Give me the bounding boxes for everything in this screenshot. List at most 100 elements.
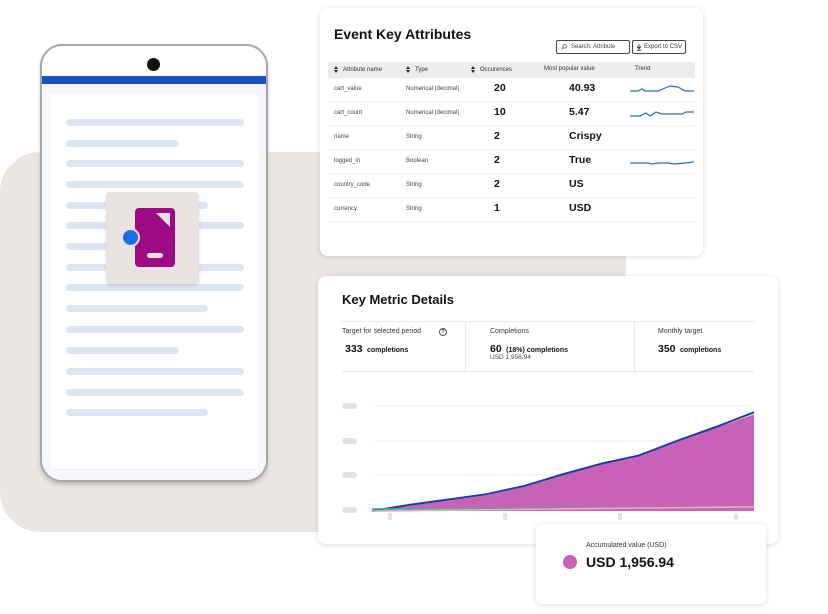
attribute-name: logged_in xyxy=(334,158,361,164)
column-header-attribute-name[interactable]: Attribute name xyxy=(334,66,382,73)
x-tick-placeholder xyxy=(388,513,392,520)
kpi-subvalue: USD 1,956.94 xyxy=(490,354,531,361)
trend-sparkline xyxy=(630,85,694,92)
skeleton-line xyxy=(66,305,208,312)
export-label: Export to CSV xyxy=(643,44,682,50)
skeleton-line xyxy=(66,409,208,416)
accumulated-value-chart xyxy=(342,403,755,520)
occurrence-count: 2 xyxy=(494,130,500,142)
y-tick-label-placeholder xyxy=(342,507,357,513)
skeleton-line xyxy=(66,347,179,354)
kpi-label: Monthly target xyxy=(658,328,703,335)
skeleton-line xyxy=(66,326,244,333)
mobile-device-icon xyxy=(135,208,175,267)
column-label: Attribute name xyxy=(343,66,383,73)
occurrence-count: 20 xyxy=(494,82,506,94)
sort-icon xyxy=(334,66,339,73)
kpi-strip: Target for selected period ? 333 complet… xyxy=(342,321,754,373)
y-tick-label-placeholder xyxy=(342,438,357,444)
kpi-monthly-target: Monthly target 350 completions xyxy=(634,322,754,373)
table-row[interactable]: cart_value Numerical (decimal) 20 40.93 xyxy=(328,78,695,102)
column-label: Most popular value xyxy=(544,66,595,72)
most-popular-value: 5.47 xyxy=(569,106,590,118)
skeleton-line xyxy=(66,368,244,375)
most-popular-value: USD xyxy=(569,202,592,214)
card-title: Event Key Attributes xyxy=(334,26,472,42)
key-metric-details-card: Key Metric Details Target for selected p… xyxy=(318,276,778,544)
most-popular-value: US xyxy=(569,178,584,190)
search-input[interactable]: Search: Attribute xyxy=(556,40,630,54)
most-popular-value: True xyxy=(569,154,592,166)
line-series xyxy=(371,506,755,512)
kpi-number: 350 xyxy=(658,343,676,355)
kpi-target-selected-period: Target for selected period ? 333 complet… xyxy=(342,322,465,373)
column-header-type[interactable]: Type xyxy=(406,66,428,73)
table-row[interactable]: country_code String 2 US xyxy=(328,174,695,198)
attribute-name: name xyxy=(334,134,350,140)
column-label: Occurences xyxy=(480,66,513,73)
table-row[interactable]: logged_in Boolean 2 True xyxy=(328,150,695,174)
column-header-most-popular-value: Most popular value xyxy=(544,66,595,72)
trend-sparkline xyxy=(630,111,694,117)
sort-icon xyxy=(471,66,476,73)
skeleton-line xyxy=(66,389,244,396)
occurrence-count: 2 xyxy=(494,154,500,166)
y-tick-label-placeholder xyxy=(342,403,357,409)
event-key-attributes-card: Event Key Attributes Search: Attribute E… xyxy=(320,8,703,256)
attribute-type: Boolean xyxy=(406,158,429,164)
kpi-value: 60 (18%) completions xyxy=(490,339,568,357)
occurrence-count: 1 xyxy=(494,202,500,214)
tooltip-value: USD 1,956.94 xyxy=(586,554,674,570)
mobile-app-tile xyxy=(106,192,199,284)
export-csv-button[interactable]: Export to CSV xyxy=(632,40,686,54)
kpi-label: Target for selected period xyxy=(342,328,421,335)
kpi-number: 333 xyxy=(345,343,363,355)
kpi-unit: completions xyxy=(366,347,409,354)
kpi-unit: completions xyxy=(679,347,722,354)
status-dot-icon xyxy=(121,228,140,247)
attribute-type: String xyxy=(406,134,422,140)
table-header: Attribute name Type Occurences Most popu… xyxy=(328,62,695,78)
area-series xyxy=(372,414,754,511)
download-icon xyxy=(636,43,642,51)
skeleton-line xyxy=(66,140,179,147)
tooltip-label: Accumulated value (USD) xyxy=(586,542,667,549)
table-row[interactable]: name String 2 Crispy xyxy=(328,126,695,150)
column-header-occurences[interactable]: Occurences xyxy=(471,66,512,73)
skeleton-line xyxy=(66,181,244,188)
skeleton-line xyxy=(66,160,244,167)
column-header-trend: Trend xyxy=(635,66,650,72)
search-icon xyxy=(561,44,567,50)
x-tick-placeholder xyxy=(503,513,507,520)
help-icon[interactable]: ? xyxy=(439,328,447,336)
kpi-label: Completions xyxy=(490,328,529,335)
occurrence-count: 10 xyxy=(494,106,506,118)
attribute-type: Numerical (decimal) xyxy=(406,86,460,92)
occurrence-count: 2 xyxy=(494,178,500,190)
y-tick-label-placeholder xyxy=(342,472,357,478)
kpi-number: 60 xyxy=(490,343,502,355)
attribute-name: cart_value xyxy=(334,86,362,92)
attribute-type: Numerical (decimal) xyxy=(406,110,460,116)
kpi-value: 350 completions xyxy=(658,339,721,357)
table-row[interactable]: cart_count Numerical (decimal) 10 5.47 xyxy=(328,102,695,126)
search-placeholder: Search: Attribute xyxy=(571,44,616,50)
x-tick-placeholder xyxy=(618,513,622,520)
attribute-name: cart_count xyxy=(334,110,363,116)
skeleton-line xyxy=(66,119,244,126)
kpi-value: 333 completions xyxy=(345,339,408,357)
attribute-type: String xyxy=(406,182,422,188)
attribute-name: currency xyxy=(334,206,358,212)
attribute-type: String xyxy=(406,206,422,212)
skeleton-line xyxy=(66,284,244,291)
most-popular-value: Crispy xyxy=(569,130,602,142)
phone-header-bar xyxy=(42,76,266,84)
column-label: Type xyxy=(415,66,429,73)
table-row[interactable]: currency String 1 USD xyxy=(328,198,695,222)
series-color-dot-icon xyxy=(563,555,577,569)
camera-icon xyxy=(147,58,160,71)
chart-tooltip: Accumulated value (USD) USD 1,956.94 xyxy=(536,524,766,604)
x-tick-placeholder xyxy=(734,513,738,520)
attribute-name: country_code xyxy=(334,182,371,188)
column-label: Trend xyxy=(635,66,651,72)
